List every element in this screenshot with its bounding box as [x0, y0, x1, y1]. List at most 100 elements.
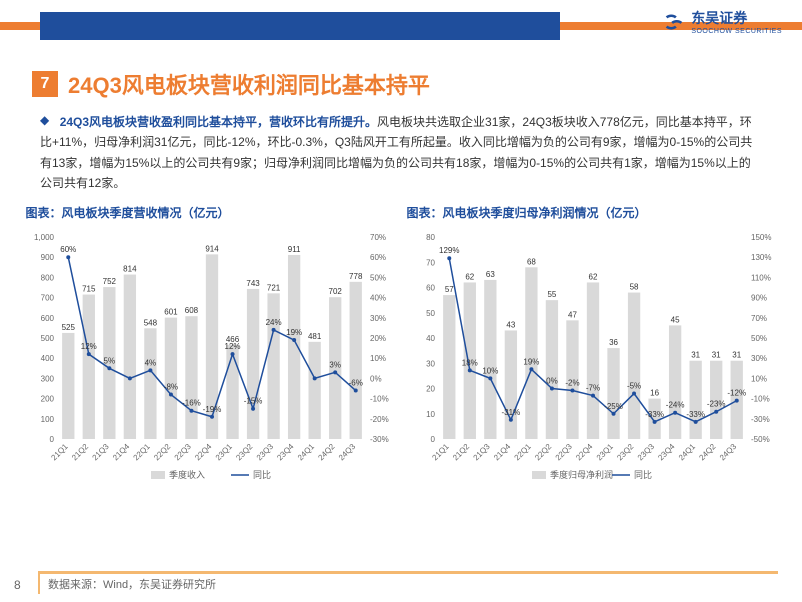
page-number: 8 [14, 578, 21, 592]
chart1: 01002003004005006007008009001,000-30%-20… [26, 227, 396, 487]
svg-text:31: 31 [711, 350, 720, 359]
svg-text:23Q1: 23Q1 [594, 441, 615, 462]
svg-text:63: 63 [485, 269, 494, 278]
svg-text:129%: 129% [439, 246, 459, 255]
logo-subtitle: SOOCHOW SECURITIES [691, 28, 782, 35]
logo-text: 东吴证券 [691, 8, 782, 28]
svg-text:-25%: -25% [604, 401, 623, 410]
svg-text:19%: 19% [286, 328, 302, 337]
svg-text:-10%: -10% [751, 394, 770, 403]
svg-text:601: 601 [164, 307, 178, 316]
svg-text:50%: 50% [370, 273, 386, 282]
svg-text:12%: 12% [80, 342, 96, 351]
svg-text:24%: 24% [265, 317, 281, 326]
svg-text:130%: 130% [751, 253, 771, 262]
svg-text:22Q1: 22Q1 [512, 441, 533, 462]
svg-text:47: 47 [568, 310, 577, 319]
svg-text:24Q2: 24Q2 [316, 441, 337, 462]
svg-text:4%: 4% [144, 358, 156, 367]
svg-text:24Q1: 24Q1 [295, 441, 316, 462]
svg-text:911: 911 [287, 245, 300, 254]
svg-text:23Q4: 23Q4 [275, 441, 296, 462]
section-number: 7 [32, 71, 58, 97]
svg-text:3%: 3% [329, 360, 341, 369]
chart1-title: 图表：风电板块季度营收情况（亿元） [26, 204, 396, 221]
logo-icon [663, 11, 685, 33]
svg-text:481: 481 [307, 331, 321, 340]
svg-text:800: 800 [40, 273, 54, 282]
svg-text:150%: 150% [751, 233, 771, 242]
footer-line [38, 571, 778, 574]
svg-text:24Q2: 24Q2 [697, 441, 718, 462]
svg-text:500: 500 [40, 334, 54, 343]
svg-text:31: 31 [691, 350, 700, 359]
svg-text:18%: 18% [461, 358, 477, 367]
svg-text:50%: 50% [751, 334, 767, 343]
svg-text:24Q3: 24Q3 [336, 441, 357, 462]
chart2-title: 图表：风电板块季度归母净利润情况（亿元） [407, 204, 777, 221]
svg-text:70: 70 [426, 258, 435, 267]
svg-text:23Q3: 23Q3 [635, 441, 656, 462]
svg-text:62: 62 [588, 272, 597, 281]
svg-text:700: 700 [40, 293, 54, 302]
svg-text:23Q2: 23Q2 [615, 441, 636, 462]
svg-text:-33%: -33% [645, 409, 664, 418]
svg-text:0: 0 [49, 435, 54, 444]
svg-text:57: 57 [444, 285, 453, 294]
svg-text:0%: 0% [546, 376, 558, 385]
svg-text:季度收入: 季度收入 [169, 469, 205, 480]
charts-container: 图表：风电板块季度营收情况（亿元） 0100200300400500600700… [20, 204, 782, 487]
svg-text:70%: 70% [370, 233, 386, 242]
svg-text:60: 60 [426, 283, 435, 292]
svg-text:-2%: -2% [565, 378, 579, 387]
svg-text:22Q4: 22Q4 [574, 441, 595, 462]
svg-text:24Q1: 24Q1 [676, 441, 697, 462]
svg-text:45: 45 [670, 315, 679, 324]
svg-text:100: 100 [40, 414, 54, 423]
svg-text:21Q3: 21Q3 [471, 441, 492, 462]
svg-text:778: 778 [349, 271, 363, 280]
svg-text:12%: 12% [224, 342, 240, 351]
svg-text:10: 10 [426, 409, 435, 418]
svg-text:55: 55 [547, 290, 556, 299]
svg-text:-15%: -15% [243, 396, 262, 405]
svg-text:914: 914 [205, 244, 219, 253]
svg-text:-20%: -20% [370, 414, 389, 423]
svg-text:21Q2: 21Q2 [70, 441, 91, 462]
header-blue-bar [40, 12, 560, 40]
title-row: 7 24Q3风电板块营收利润同比基本持平 [32, 68, 802, 100]
svg-text:608: 608 [184, 306, 198, 315]
svg-text:-19%: -19% [202, 404, 221, 413]
svg-text:40%: 40% [370, 293, 386, 302]
svg-text:-16%: -16% [182, 398, 201, 407]
svg-text:-24%: -24% [665, 400, 684, 409]
svg-text:-30%: -30% [370, 435, 389, 444]
svg-text:30: 30 [426, 359, 435, 368]
svg-text:525: 525 [61, 323, 75, 332]
svg-text:-5%: -5% [626, 381, 640, 390]
svg-text:30%: 30% [370, 313, 386, 322]
svg-text:200: 200 [40, 394, 54, 403]
svg-text:40: 40 [426, 334, 435, 343]
svg-text:10%: 10% [482, 366, 498, 375]
svg-text:21Q2: 21Q2 [451, 441, 472, 462]
logo: 东吴证券 SOOCHOW SECURITIES [663, 8, 782, 35]
svg-text:19%: 19% [523, 357, 539, 366]
svg-text:80: 80 [426, 233, 435, 242]
svg-text:752: 752 [102, 277, 116, 286]
svg-text:同比: 同比 [634, 469, 652, 480]
svg-text:20%: 20% [370, 334, 386, 343]
svg-text:1,000: 1,000 [33, 233, 54, 242]
svg-text:62: 62 [465, 272, 474, 281]
svg-text:-8%: -8% [163, 382, 177, 391]
svg-text:21Q3: 21Q3 [90, 441, 111, 462]
svg-text:-23%: -23% [706, 399, 725, 408]
chart1-box: 图表：风电板块季度营收情况（亿元） 0100200300400500600700… [26, 204, 396, 487]
svg-text:-33%: -33% [686, 409, 705, 418]
svg-text:50: 50 [426, 308, 435, 317]
svg-text:715: 715 [82, 284, 96, 293]
svg-text:30%: 30% [751, 354, 767, 363]
footer: 8 数据来源：Wind，东吴证券研究所 [0, 572, 802, 594]
bullet-paragraph: ◆ 24Q3风电板块营收盈利同比基本持平，营收环比有所提升。风电板块共选取企业3… [40, 112, 762, 194]
svg-text:814: 814 [123, 264, 137, 273]
